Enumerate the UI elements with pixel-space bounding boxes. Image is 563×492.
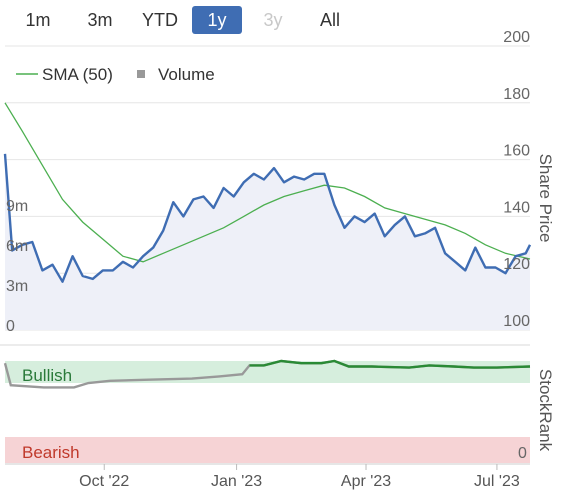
- range-button-all[interactable]: All: [319, 10, 340, 30]
- volume-tick-label: 0: [6, 318, 15, 335]
- sma-line: [4, 102, 531, 263]
- price-tick-label: 120: [503, 256, 530, 273]
- stockrank-axis-title: StockRank: [536, 369, 555, 452]
- legend: SMA (50) Volume: [16, 65, 215, 84]
- x-tick-label: Jul '23: [474, 473, 520, 490]
- range-button-ytd[interactable]: YTD: [142, 10, 178, 30]
- price-tick-label: 160: [503, 143, 530, 160]
- x-tick-label: Apr '23: [341, 473, 391, 490]
- bearish-band: [5, 437, 530, 463]
- range-button-1m[interactable]: 1m: [25, 10, 51, 30]
- volume-axis-ticks: 0 3m 6m 9m: [6, 198, 28, 335]
- stockrank-zero-tick: 0: [518, 445, 527, 462]
- price-tick-label: 200: [503, 29, 530, 46]
- price-tick-label: 180: [503, 86, 530, 103]
- x-tick-label: Oct '22: [79, 473, 129, 490]
- range-button-3m[interactable]: 3m: [87, 10, 113, 30]
- price-line: [3, 153, 532, 283]
- price-tick-label: 140: [503, 199, 530, 216]
- price-axis-title: Share Price: [536, 154, 555, 243]
- price-axis-ticks: 100 120 140 160 180 200: [503, 29, 530, 330]
- price-area: [5, 153, 530, 330]
- x-axis-ticks: Oct '22 Jan '23 Apr '23 Jul '23: [79, 464, 520, 490]
- price-tick-label: 100: [503, 313, 530, 330]
- range-button-1y[interactable]: 1y: [192, 6, 242, 34]
- volume-tick-label: 9m: [6, 198, 28, 215]
- volume-legend-swatch: [137, 70, 145, 78]
- bullish-label: Bullish: [22, 366, 72, 385]
- sma-legend-label: SMA (50): [42, 65, 113, 84]
- stockrank-bullish-segment: [249, 359, 531, 369]
- x-tick-label: Jan '23: [211, 473, 262, 490]
- volume-tick-label: 6m: [6, 238, 28, 255]
- range-selector: 1m 3m YTD 1y 3y All: [0, 0, 563, 40]
- bearish-label: Bearish: [22, 443, 80, 462]
- range-button-3y[interactable]: 3y: [263, 10, 283, 30]
- volume-tick-label: 3m: [6, 278, 28, 295]
- volume-legend-label: Volume: [158, 65, 215, 84]
